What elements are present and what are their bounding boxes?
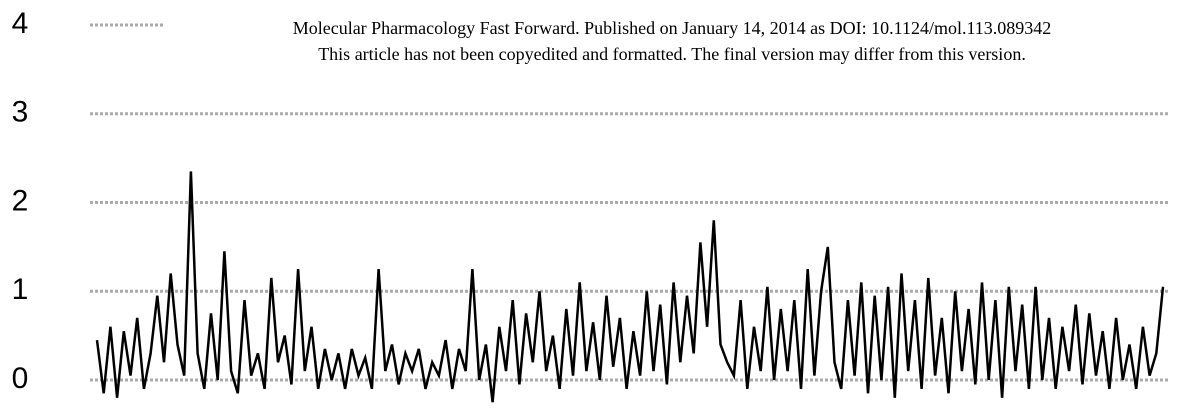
y-tick-label: 1	[12, 273, 29, 306]
annotation: Molecular Pharmacology Fast Forward. Pub…	[293, 18, 1052, 38]
y-tick-label: 4	[12, 7, 29, 40]
note-background	[165, 12, 1175, 72]
y-tick-label: 2	[12, 184, 29, 217]
grid	[90, 23, 1170, 382]
y-tick-label: 3	[12, 96, 29, 129]
y-tick-label: 0	[12, 362, 29, 395]
trace	[95, 171, 1165, 403]
annotation: This article has not been copyedited and…	[318, 44, 1026, 64]
